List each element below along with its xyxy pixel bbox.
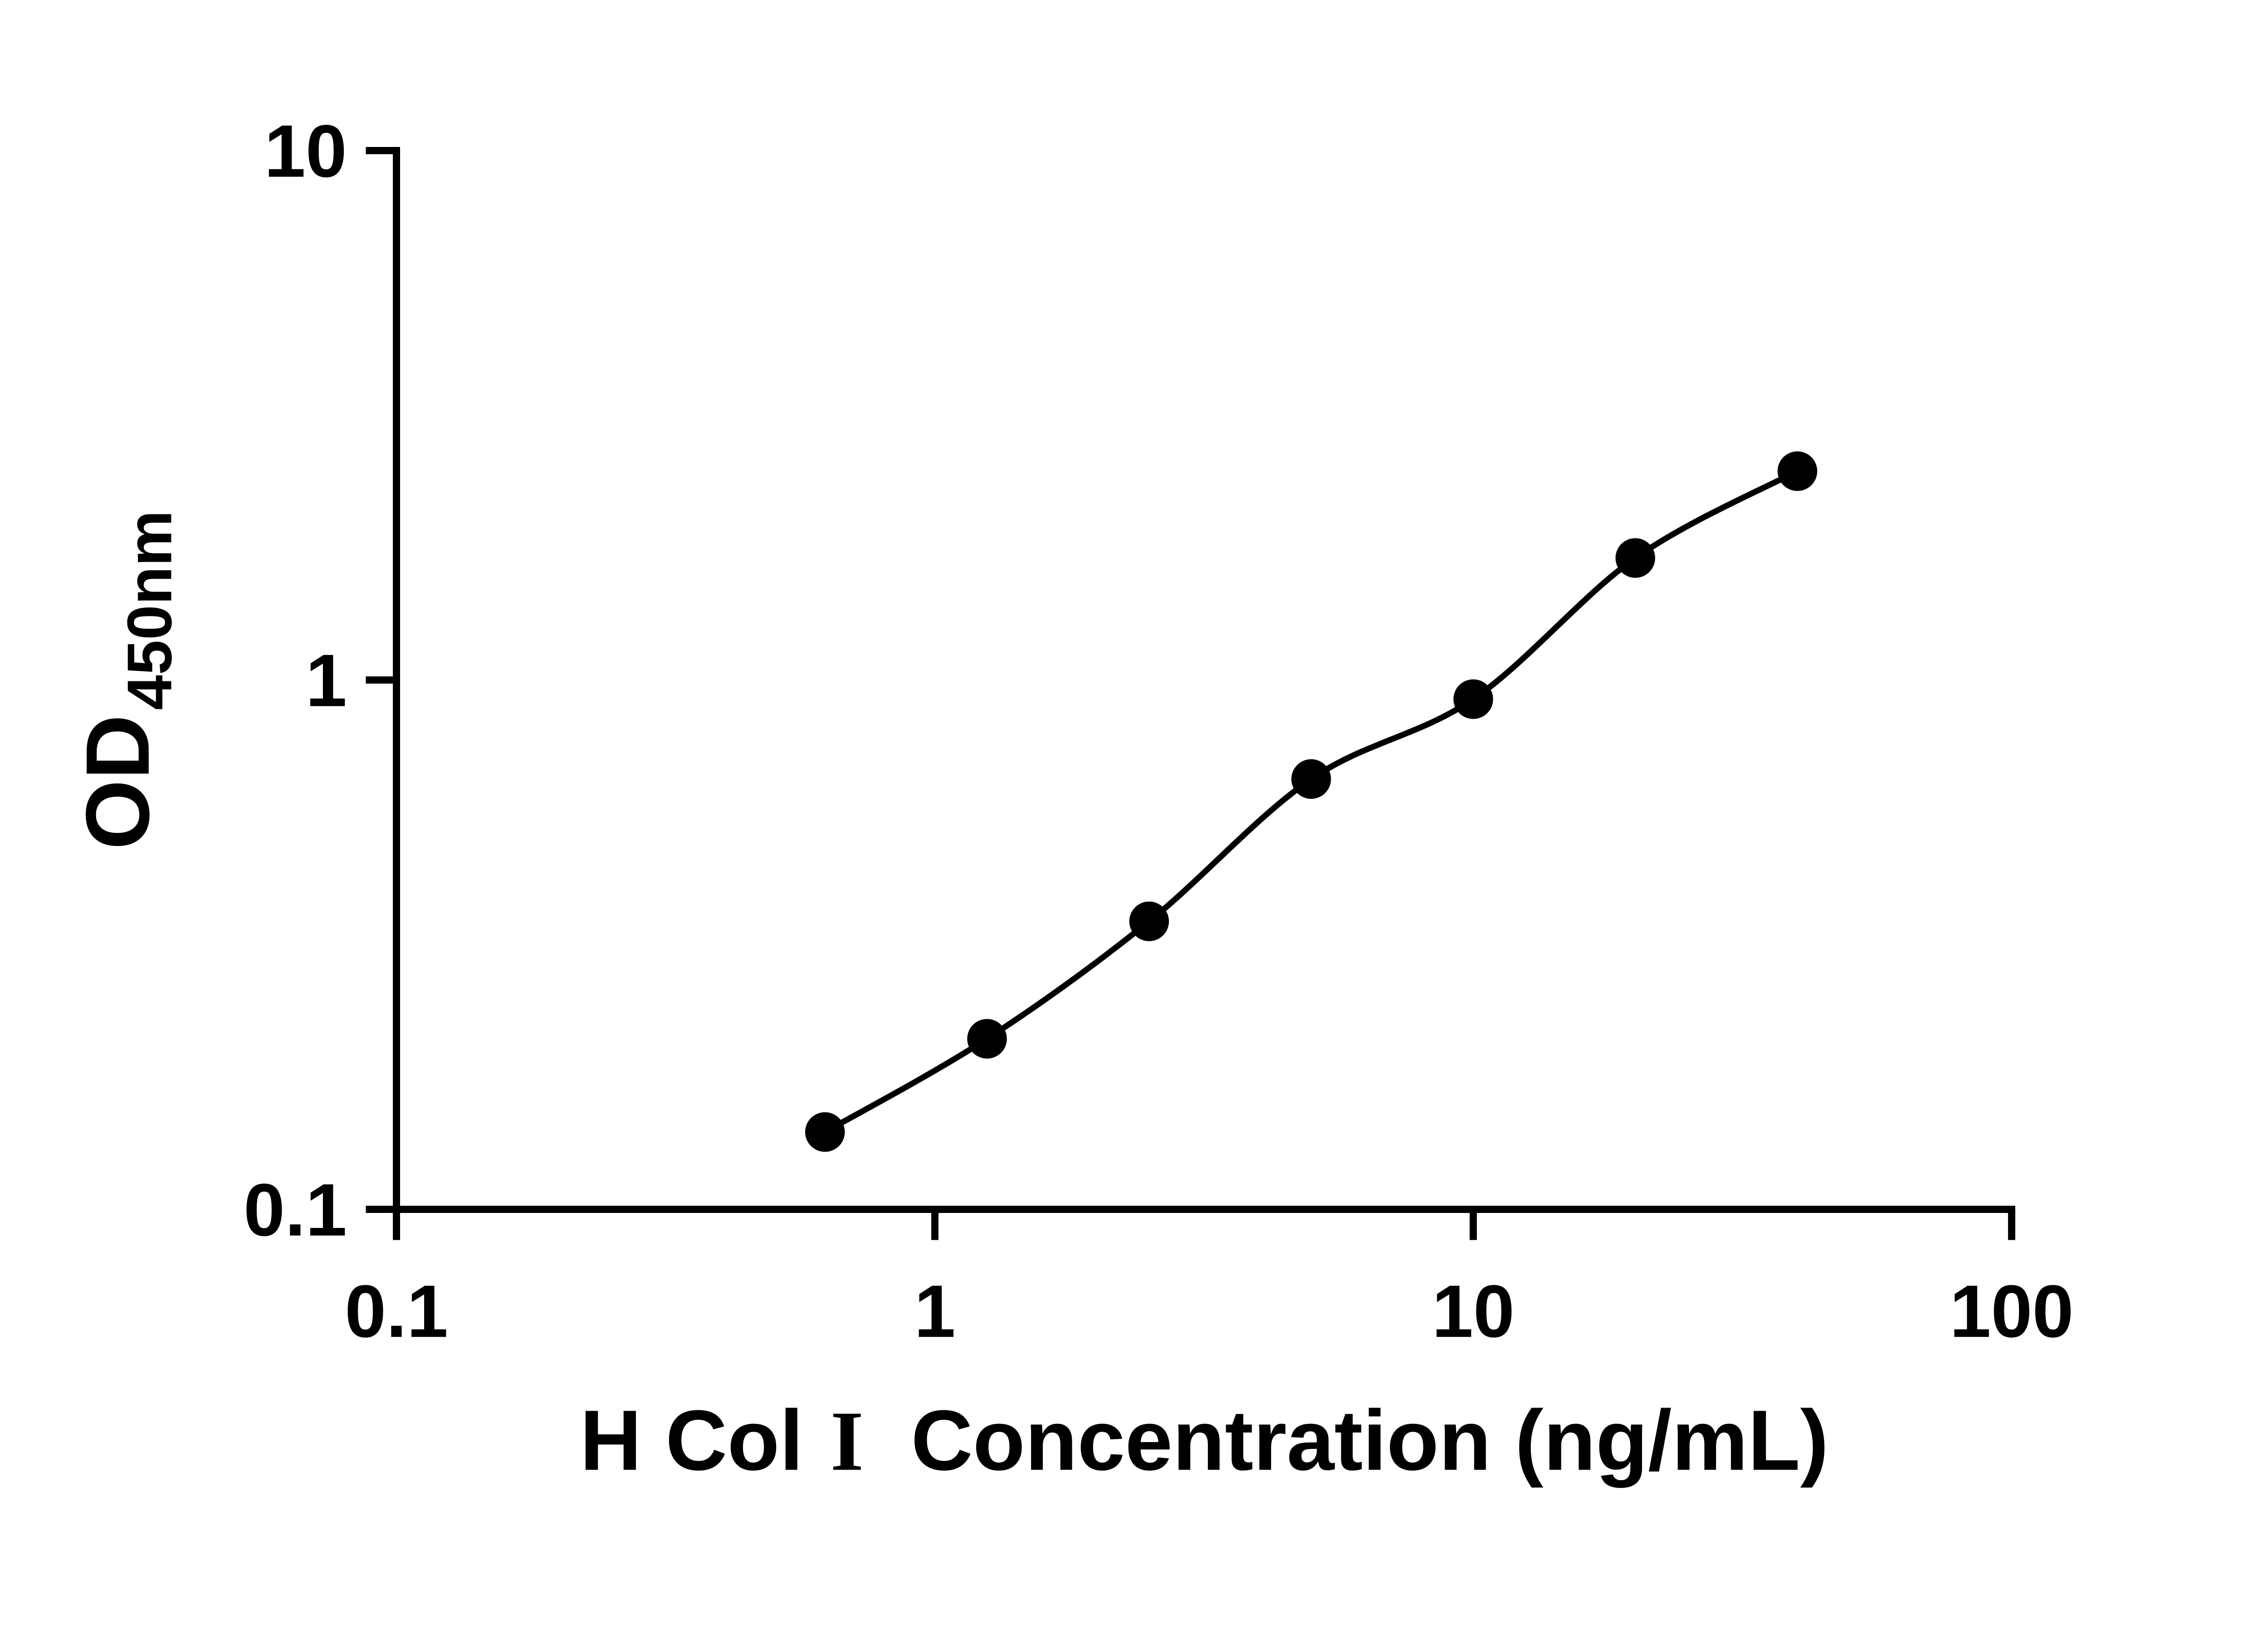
x-axis-title: H Col I Concentration (ng/mL) (580, 1392, 1828, 1488)
x-axis-title-suffix: Concentration (ng/mL) (911, 1392, 1828, 1488)
x-tick-label: 0.1 (345, 1270, 448, 1353)
data-point (1777, 451, 1818, 491)
chart-background (0, 5, 2268, 1628)
x-tick-label: 100 (1950, 1270, 2073, 1353)
y-tick-label: 0.1 (244, 1169, 347, 1252)
axis-ticks (366, 147, 2015, 1240)
x-tick-label: 1 (914, 1270, 955, 1353)
y-axis-title-subscript: 450nm (114, 510, 185, 710)
data-point (1291, 759, 1331, 799)
x-axis-title-numeral: I (831, 1393, 864, 1488)
data-point (967, 1019, 1007, 1059)
y-axis-title-main: OD (68, 714, 168, 850)
x-axis-title-prefix: H Col (580, 1392, 803, 1488)
y-tick-label: 1 (306, 639, 347, 722)
y-axis-title: OD450nm (68, 510, 185, 850)
data-point (805, 1112, 845, 1152)
y-tick-label: 10 (264, 110, 347, 193)
data-point (1129, 901, 1169, 941)
data-series (805, 451, 1818, 1152)
tick-labels: 0.1 1 10 100 0.1 1 10 (244, 110, 2074, 1353)
data-point (1615, 538, 1655, 578)
data-point (1453, 679, 1493, 719)
x-tick-label: 10 (1432, 1270, 1515, 1353)
